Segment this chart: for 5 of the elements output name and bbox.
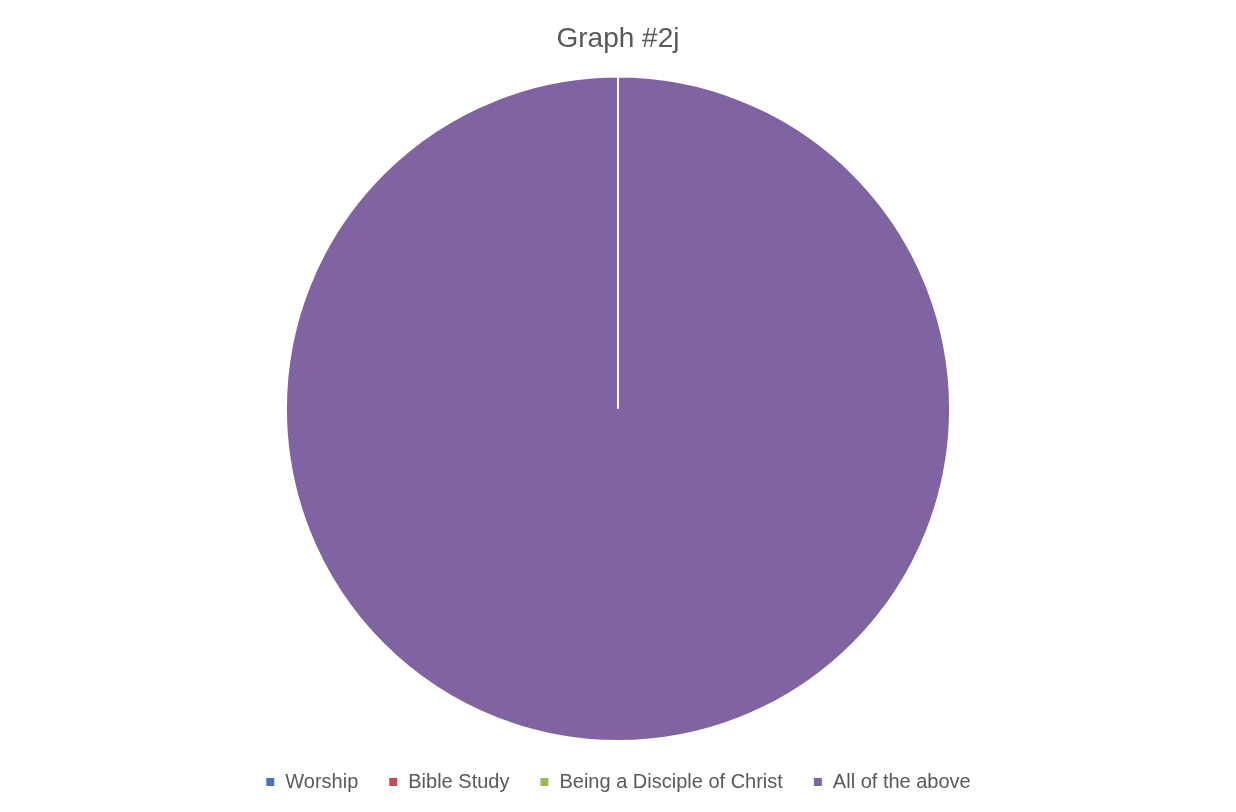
legend-label: Bible Study: [408, 769, 510, 792]
legend-label: All of the above: [832, 769, 971, 792]
legend-label: Being a Disciple of Christ: [559, 769, 784, 792]
chart-title: Graph #2j: [556, 21, 680, 53]
legend-label: Worship: [285, 769, 359, 792]
